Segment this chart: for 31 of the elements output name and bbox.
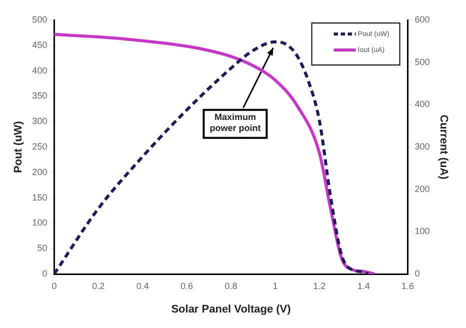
y-tick-label: 150 (32, 192, 48, 202)
y-axis-title: Pout (uW) (12, 120, 25, 173)
y-tick-label: 500 (32, 14, 48, 24)
y2-tick-label: 0 (414, 268, 420, 278)
y-tick-label: 250 (32, 141, 48, 152)
y-tick-label: 450 (32, 40, 48, 50)
x-tick-label: 1.2 (313, 280, 326, 291)
y-tick-label: 0 (42, 268, 48, 278)
y-tick-label: 400 (32, 65, 48, 76)
y2-tick-label: 100 (414, 226, 430, 236)
y2-tick-label: 400 (414, 99, 430, 110)
annotation: Maximum power point (210, 112, 261, 133)
y2-axis-title: Current (uA) (437, 114, 450, 180)
y-tick-label: 350 (32, 90, 48, 101)
x-tick-label: 0.2 (92, 280, 105, 291)
y-tick-label: 300 (32, 116, 48, 126)
x-tick-label: 1.6 (402, 280, 414, 291)
y2-tick-label: 600 (414, 14, 430, 24)
x-tick-label: 0.4 (136, 280, 149, 291)
y2-tick-label: 500 (414, 56, 430, 67)
y-tick-label: 50 (37, 243, 48, 254)
x-tick-label: 1 (272, 280, 278, 291)
y-tick-label: 100 (32, 218, 48, 228)
y-tick-label: 200 (32, 166, 48, 177)
x-tick-label: 1.4 (357, 280, 370, 291)
y2-tick-label: 300 (414, 141, 430, 152)
x-tick-label: 0 (52, 280, 57, 291)
x-axis-title: Solar Panel Voltage (V) (171, 303, 292, 316)
y2-tick-label: 200 (414, 184, 430, 194)
x-tick-label: 0.6 (180, 280, 194, 291)
x-tick-label: 0.8 (224, 280, 238, 291)
